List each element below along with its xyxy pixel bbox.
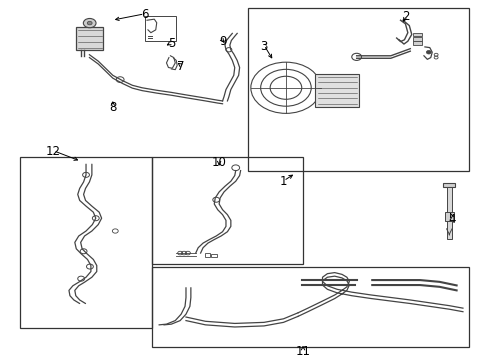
Bar <box>446 187 451 239</box>
Bar <box>152 267 468 347</box>
Text: 11: 11 <box>295 345 310 358</box>
Text: 10: 10 <box>211 156 226 169</box>
Bar <box>20 157 152 328</box>
Bar <box>76 27 103 50</box>
Circle shape <box>426 50 430 54</box>
Bar <box>144 15 176 41</box>
Text: 5: 5 <box>167 37 175 50</box>
Bar <box>412 33 421 36</box>
Bar <box>152 157 303 264</box>
Bar <box>443 183 454 187</box>
Circle shape <box>87 21 92 25</box>
Bar <box>412 41 421 45</box>
Bar <box>315 73 358 107</box>
Bar <box>211 254 217 257</box>
Text: 9: 9 <box>218 35 226 48</box>
Text: 2: 2 <box>401 10 408 23</box>
Text: 8: 8 <box>109 101 116 114</box>
Text: 3: 3 <box>260 40 267 53</box>
Text: 12: 12 <box>46 145 61 158</box>
Bar <box>444 212 453 221</box>
Bar <box>248 8 468 171</box>
Text: 7: 7 <box>177 60 184 73</box>
Bar <box>412 37 421 41</box>
Text: 6: 6 <box>141 8 148 21</box>
Text: 4: 4 <box>447 213 454 226</box>
Text: 1: 1 <box>279 175 286 189</box>
Circle shape <box>83 18 96 28</box>
Bar <box>204 253 210 257</box>
